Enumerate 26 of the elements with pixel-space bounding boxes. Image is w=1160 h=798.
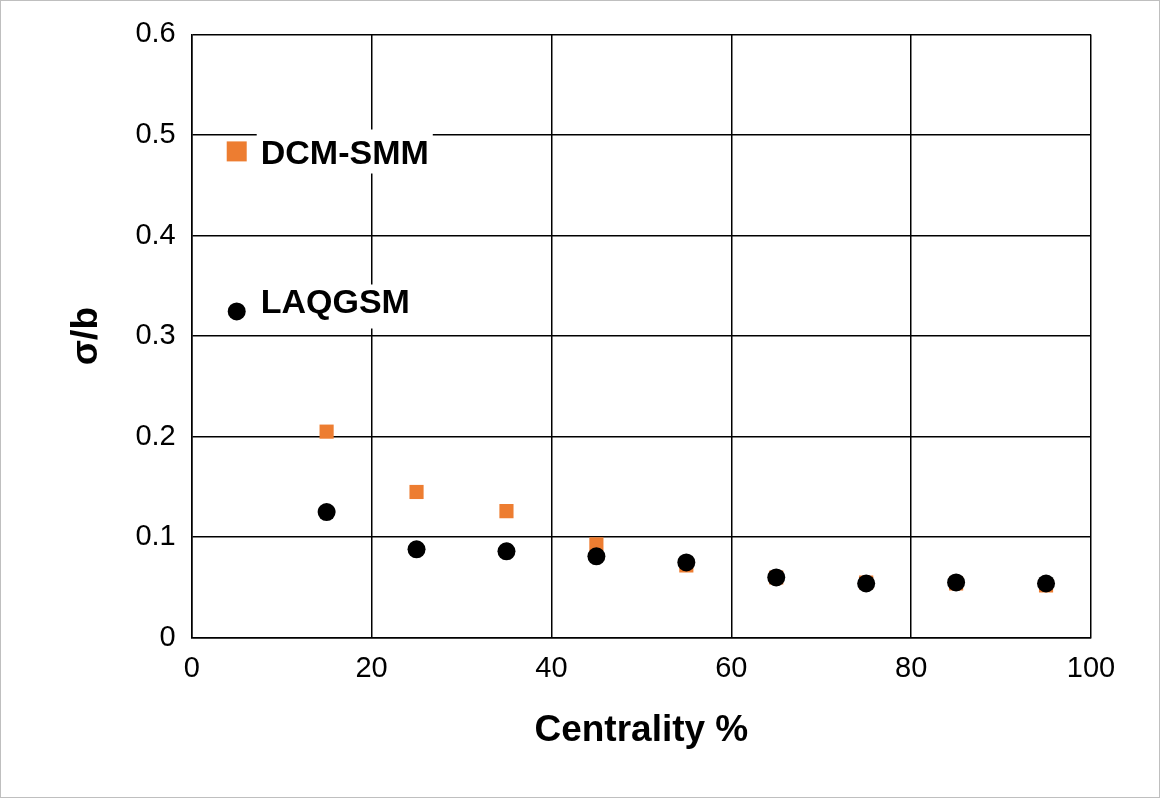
point: [409, 484, 424, 500]
x-tick-label: 60: [715, 651, 748, 684]
y-tick-label: 0.1: [135, 519, 176, 552]
x-tick-label: 100: [1066, 651, 1116, 684]
y-tick-label: 0: [159, 619, 176, 652]
x-tick-label: 20: [355, 651, 388, 684]
point: [407, 540, 426, 559]
point: [587, 547, 606, 566]
y-tick-label: 0.4: [135, 217, 176, 250]
x-axis-title: Centrality %: [534, 708, 749, 749]
point: [319, 424, 334, 439]
y-tick-label: 0.2: [135, 418, 176, 451]
point: [1037, 574, 1056, 593]
legend-label: DCM-SMM: [260, 132, 429, 171]
point: [317, 503, 336, 522]
legend-label: LAQGSM: [260, 281, 410, 320]
point: [499, 504, 514, 519]
y-tick-label: 0.6: [135, 16, 176, 49]
point: [497, 542, 516, 561]
point: [677, 553, 696, 572]
y-tick-label: 0.3: [135, 318, 176, 351]
x-tick-label: 40: [535, 651, 568, 684]
x-tick-label: 0: [183, 651, 200, 684]
y-tick-label: 0.5: [135, 116, 176, 149]
x-tick-label: 80: [895, 651, 928, 684]
y-axis-title: σ/b: [64, 307, 106, 366]
